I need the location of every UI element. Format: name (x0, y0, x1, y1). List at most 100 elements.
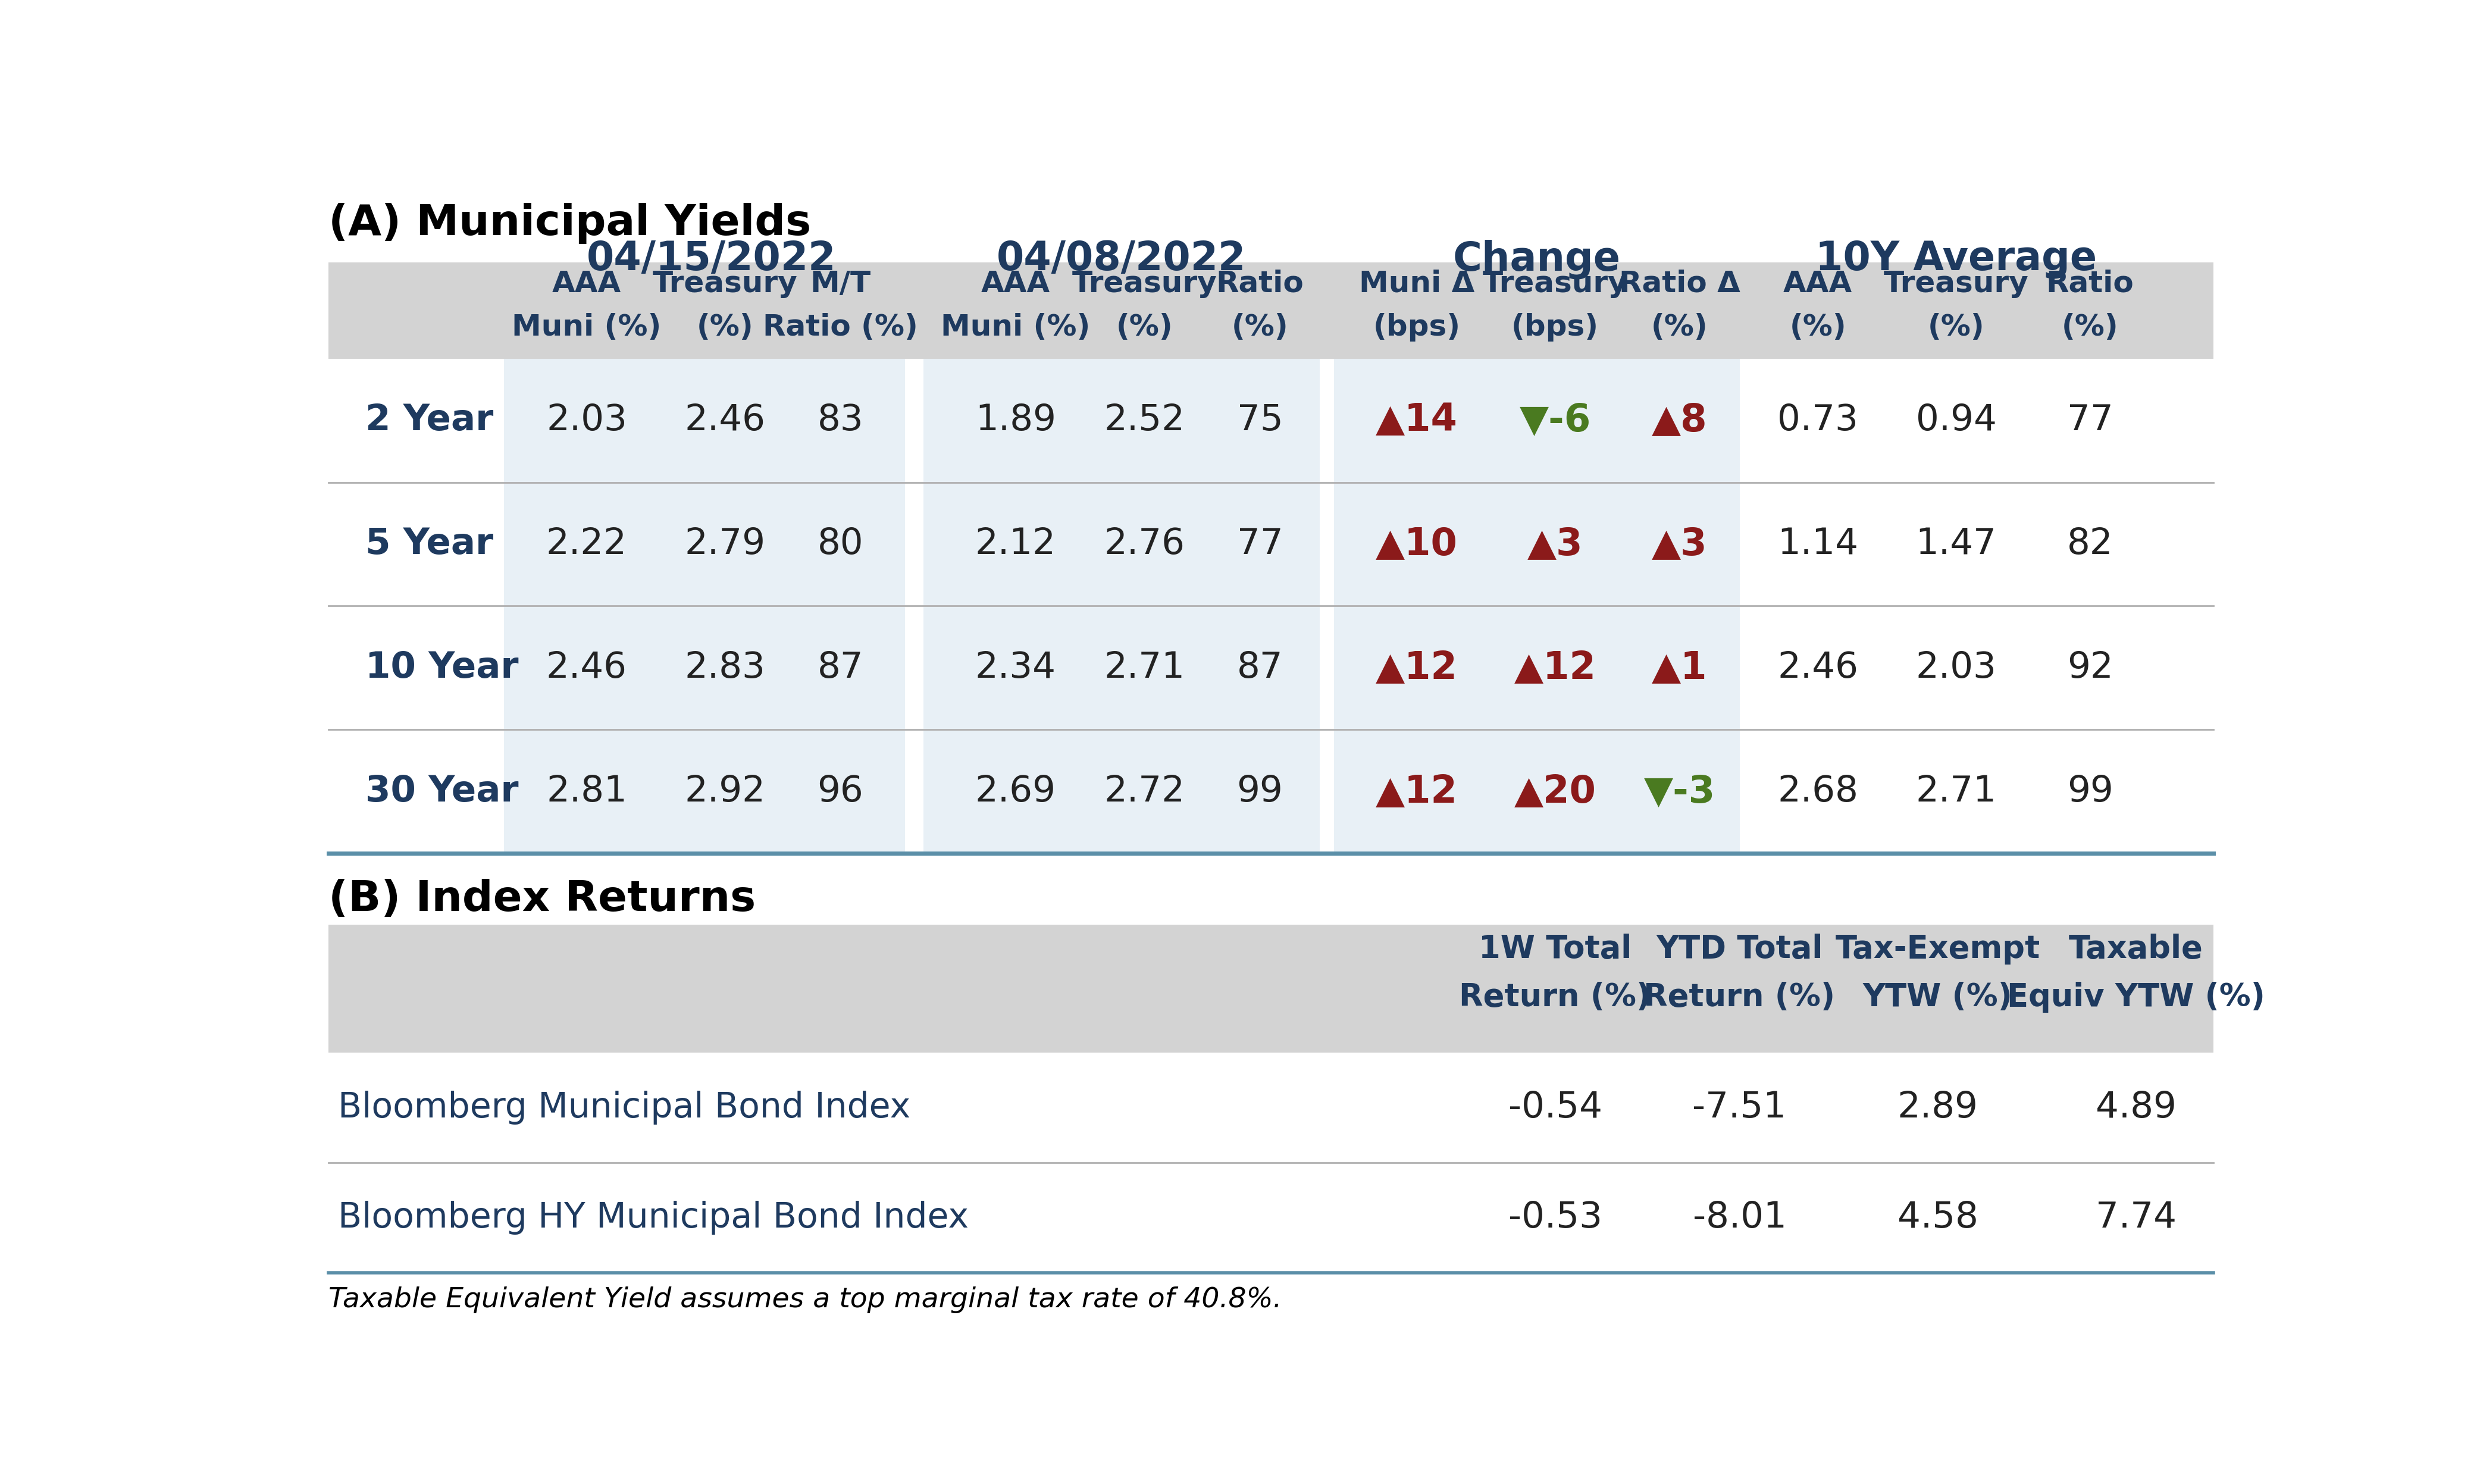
Bar (1334, 605, 1738, 730)
Bar (923, 482, 1319, 605)
Text: Ratio (%): Ratio (%) (764, 313, 918, 341)
Text: Treasury: Treasury (652, 269, 799, 298)
Text: 77: 77 (1238, 527, 1282, 562)
Bar (923, 359, 1319, 482)
Text: -8.01: -8.01 (1691, 1201, 1786, 1235)
Text: (bps): (bps) (1374, 313, 1461, 341)
Bar (503, 605, 905, 730)
Text: 2.03: 2.03 (546, 402, 627, 438)
Text: 04/08/2022: 04/08/2022 (997, 239, 1247, 279)
Text: 1W Total: 1W Total (1478, 933, 1632, 965)
Text: 2.92: 2.92 (684, 775, 766, 809)
Text: 87: 87 (1238, 650, 1282, 686)
Text: (%): (%) (1116, 313, 1173, 341)
Text: 77: 77 (2066, 402, 2113, 438)
Text: Taxable: Taxable (2068, 933, 2202, 965)
Text: YTW (%): YTW (%) (1862, 982, 2014, 1012)
Bar (327, 1052, 2215, 1162)
Text: Muni Δ: Muni Δ (1359, 269, 1476, 298)
Text: ▼-3: ▼-3 (1644, 773, 1716, 810)
Text: 2.83: 2.83 (684, 650, 766, 686)
Text: -7.51: -7.51 (1691, 1091, 1786, 1125)
Bar (503, 482, 905, 605)
Text: 87: 87 (818, 650, 863, 686)
Text: -0.53: -0.53 (1508, 1201, 1602, 1235)
Text: ▲1: ▲1 (1652, 650, 1706, 686)
Text: 10 Year: 10 Year (365, 650, 518, 686)
Text: 30 Year: 30 Year (365, 775, 518, 809)
Text: ▲20: ▲20 (1513, 773, 1597, 810)
Text: Treasury: Treasury (1483, 269, 1627, 298)
Text: Muni (%): Muni (%) (511, 313, 662, 341)
Text: 10Y Average: 10Y Average (1815, 239, 2098, 279)
Text: ▲12: ▲12 (1513, 650, 1597, 686)
Text: 2.46: 2.46 (1778, 650, 1858, 686)
Text: ▲12: ▲12 (1376, 773, 1458, 810)
Text: 82: 82 (2066, 527, 2113, 562)
Text: 2.76: 2.76 (1104, 527, 1185, 562)
Text: 80: 80 (818, 527, 863, 562)
Text: ▲3: ▲3 (1652, 525, 1706, 562)
Text: 2.12: 2.12 (975, 527, 1056, 562)
Text: 2.89: 2.89 (1897, 1091, 1979, 1125)
Text: 4.89: 4.89 (2096, 1091, 2177, 1125)
Text: Treasury: Treasury (1885, 269, 2029, 298)
Text: 2.69: 2.69 (975, 775, 1056, 809)
Text: Change: Change (1453, 239, 1619, 279)
Text: 2.22: 2.22 (546, 527, 627, 562)
Text: Taxable Equivalent Yield assumes a top marginal tax rate of 40.8%.: Taxable Equivalent Yield assumes a top m… (327, 1287, 1282, 1313)
Text: Bloomberg HY Municipal Bond Index: Bloomberg HY Municipal Bond Index (337, 1201, 967, 1235)
Text: ▲12: ▲12 (1376, 650, 1458, 686)
Bar (1334, 482, 1738, 605)
Text: 2.03: 2.03 (1917, 650, 1996, 686)
Text: M/T: M/T (811, 269, 870, 298)
Text: (bps): (bps) (1510, 313, 1600, 341)
Text: ▲10: ▲10 (1376, 525, 1458, 562)
Text: 1.89: 1.89 (975, 402, 1056, 438)
Text: 2.68: 2.68 (1778, 775, 1858, 809)
Text: 5 Year: 5 Year (365, 527, 494, 562)
Text: 75: 75 (1238, 402, 1282, 438)
Text: Ratio: Ratio (1215, 269, 1304, 298)
Text: 2.79: 2.79 (684, 527, 766, 562)
Text: 2.71: 2.71 (1915, 775, 1996, 809)
Text: Ratio Δ: Ratio Δ (1619, 269, 1741, 298)
Bar (1334, 359, 1738, 482)
Text: AAA: AAA (1783, 269, 1853, 298)
Text: (%): (%) (1927, 313, 1984, 341)
Bar (923, 605, 1319, 730)
Bar (1334, 730, 1738, 853)
Bar (327, 925, 2215, 1052)
Text: (A) Municipal Yields: (A) Municipal Yields (327, 203, 811, 243)
Text: 2.52: 2.52 (1104, 402, 1185, 438)
Text: 04/15/2022: 04/15/2022 (585, 239, 836, 279)
Text: 4.58: 4.58 (1897, 1201, 1979, 1235)
Text: 7.74: 7.74 (2096, 1201, 2177, 1235)
Text: 2.71: 2.71 (1104, 650, 1185, 686)
Text: 99: 99 (2066, 775, 2113, 809)
Text: ▲14: ▲14 (1376, 402, 1458, 439)
Text: Return (%): Return (%) (1458, 982, 1652, 1012)
Bar (327, 1162, 2215, 1273)
Text: YTD Total: YTD Total (1657, 933, 1823, 965)
Bar (327, 605, 2215, 730)
Text: (%): (%) (1791, 313, 1845, 341)
Text: 2.72: 2.72 (1104, 775, 1185, 809)
Text: 1.14: 1.14 (1778, 527, 1858, 562)
Text: Treasury: Treasury (1071, 269, 1218, 298)
Text: 99: 99 (1238, 775, 1282, 809)
Text: 2 Year: 2 Year (365, 402, 494, 438)
Text: AAA: AAA (553, 269, 622, 298)
Bar (327, 359, 2215, 482)
Text: ▲8: ▲8 (1652, 402, 1706, 439)
Text: (%): (%) (1652, 313, 1709, 341)
Bar (327, 263, 2215, 359)
Text: Muni (%): Muni (%) (940, 313, 1091, 341)
Text: -0.54: -0.54 (1508, 1091, 1602, 1125)
Bar (923, 730, 1319, 853)
Text: Bloomberg Municipal Bond Index: Bloomberg Municipal Bond Index (337, 1091, 910, 1125)
Text: 2.34: 2.34 (975, 650, 1056, 686)
Text: 83: 83 (818, 402, 863, 438)
Text: 0.94: 0.94 (1917, 402, 1996, 438)
Text: 0.73: 0.73 (1778, 402, 1858, 438)
